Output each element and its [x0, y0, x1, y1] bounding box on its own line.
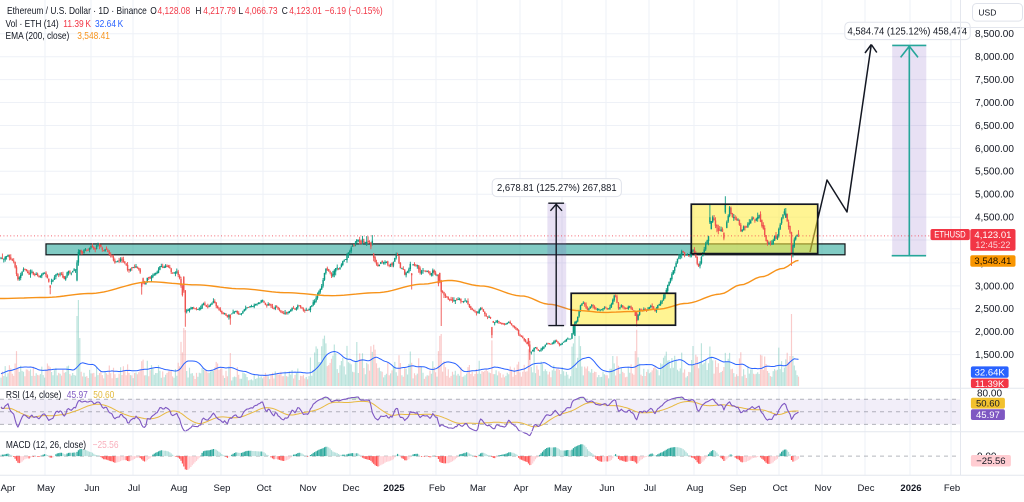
svg-text:Jun: Jun	[599, 483, 614, 494]
svg-text:Vol · ETH (14): Vol · ETH (14)	[6, 18, 59, 29]
svg-text:ETHUSD: ETHUSD	[934, 229, 965, 240]
svg-text:5,500.00: 5,500.00	[975, 167, 1014, 178]
svg-text:2025: 2025	[383, 483, 405, 494]
svg-text:12:45:22: 12:45:22	[975, 240, 1010, 250]
svg-text:L: L	[239, 6, 244, 17]
svg-text:Ethereum / U.S. Dollar · 1D ·: Ethereum / U.S. Dollar · 1D · Binance	[7, 6, 147, 17]
svg-text:4,217.79: 4,217.79	[203, 6, 236, 17]
svg-text:Dec: Dec	[343, 483, 360, 494]
svg-text:2,500.00: 2,500.00	[975, 304, 1014, 315]
svg-text:3,548.41: 3,548.41	[77, 31, 110, 42]
svg-text:Feb: Feb	[429, 483, 445, 494]
svg-text:Feb: Feb	[944, 483, 960, 494]
svg-text:4,128.08: 4,128.08	[158, 6, 191, 17]
svg-text:−25.56: −25.56	[976, 456, 1005, 467]
svg-text:6,000.00: 6,000.00	[975, 144, 1014, 155]
svg-text:2026: 2026	[900, 483, 921, 494]
svg-text:H: H	[195, 6, 201, 17]
svg-text:Sep: Sep	[214, 483, 231, 494]
svg-text:32.64 K: 32.64 K	[95, 18, 124, 29]
svg-text:5,000.00: 5,000.00	[975, 190, 1014, 201]
svg-text:−6.19 (−0.15%): −6.19 (−0.15%)	[325, 6, 383, 17]
svg-text:80.00: 80.00	[977, 389, 1002, 400]
svg-text:Jul: Jul	[644, 483, 656, 494]
svg-text:Oct: Oct	[257, 483, 272, 494]
svg-text:Nov: Nov	[300, 483, 317, 494]
svg-text:8,500.00: 8,500.00	[975, 29, 1014, 40]
svg-text:Nov: Nov	[815, 483, 832, 494]
svg-text:MACD (12, 26, close): MACD (12, 26, close)	[6, 440, 86, 451]
svg-text:11.39K: 11.39K	[975, 379, 1005, 390]
svg-text:Mar: Mar	[470, 483, 486, 494]
svg-text:32.64K: 32.64K	[975, 367, 1006, 378]
svg-text:3,000.00: 3,000.00	[975, 281, 1014, 292]
svg-text:C: C	[282, 6, 288, 17]
svg-text:7,000.00: 7,000.00	[975, 98, 1014, 109]
svg-text:8,000.00: 8,000.00	[975, 52, 1014, 63]
svg-text:4,123.01: 4,123.01	[974, 230, 1011, 241]
svg-text:Jul: Jul	[128, 483, 140, 494]
svg-text:Jun: Jun	[84, 483, 99, 494]
svg-text:May: May	[554, 483, 572, 494]
svg-text:4,066.73: 4,066.73	[245, 6, 278, 17]
svg-text:Sep: Sep	[730, 483, 747, 494]
svg-text:4,500.00: 4,500.00	[975, 213, 1014, 224]
svg-text:4,123.01: 4,123.01	[289, 6, 322, 17]
svg-text:2,678.81 (125.27%) 267,881: 2,678.81 (125.27%) 267,881	[497, 183, 617, 195]
svg-text:4,584.74 (125.12%) 458,474: 4,584.74 (125.12%) 458,474	[848, 26, 968, 38]
svg-text:45.97: 45.97	[67, 389, 88, 400]
svg-text:EMA (200, close): EMA (200, close)	[6, 31, 70, 42]
svg-text:RSI (14, close): RSI (14, close)	[6, 389, 61, 400]
svg-text:50.60: 50.60	[93, 389, 114, 400]
svg-text:Apr: Apr	[514, 483, 529, 494]
svg-text:2,000.00: 2,000.00	[975, 327, 1014, 338]
svg-text:3,548.41: 3,548.41	[974, 256, 1011, 267]
svg-text:Dec: Dec	[858, 483, 875, 494]
svg-text:−25.56: −25.56	[93, 440, 119, 451]
svg-text:May: May	[37, 483, 55, 494]
svg-text:50.60: 50.60	[976, 398, 1000, 409]
svg-text:USD: USD	[978, 8, 996, 18]
svg-text:11.39 K: 11.39 K	[63, 18, 91, 29]
svg-text:Apr: Apr	[1, 483, 16, 494]
svg-text:45.97: 45.97	[976, 410, 1000, 421]
svg-text:Aug: Aug	[171, 483, 188, 494]
svg-text:Oct: Oct	[773, 483, 788, 494]
svg-text:1,500.00: 1,500.00	[975, 350, 1014, 361]
svg-text:O: O	[150, 6, 157, 17]
svg-text:Aug: Aug	[687, 483, 704, 494]
svg-text:7,500.00: 7,500.00	[975, 75, 1014, 86]
svg-text:6,500.00: 6,500.00	[975, 121, 1014, 132]
